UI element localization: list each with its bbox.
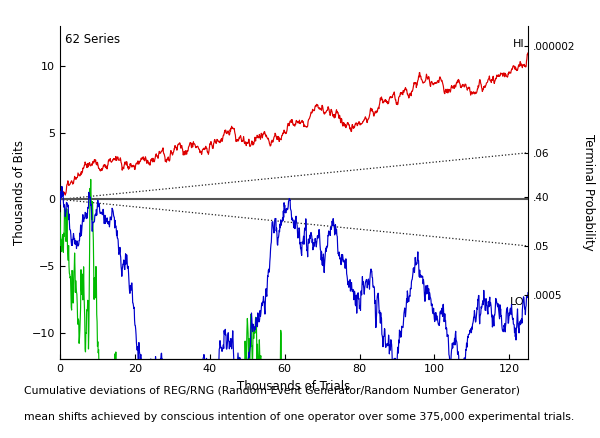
Text: mean shifts achieved by conscious intention of one operator over some 375,000 ex: mean shifts achieved by conscious intent…: [24, 412, 574, 422]
Text: Cumulative deviations of REG/RNG (Random Event Generator/Random Number Generator: Cumulative deviations of REG/RNG (Random…: [24, 385, 520, 396]
Text: LO: LO: [509, 297, 524, 307]
Y-axis label: Thousands of Bits: Thousands of Bits: [13, 140, 26, 245]
X-axis label: Thousands of Trials: Thousands of Trials: [238, 380, 350, 392]
Text: 62 Series: 62 Series: [65, 33, 120, 46]
Y-axis label: Terminal Probability: Terminal Probability: [582, 134, 595, 251]
Text: HI: HI: [512, 39, 524, 49]
